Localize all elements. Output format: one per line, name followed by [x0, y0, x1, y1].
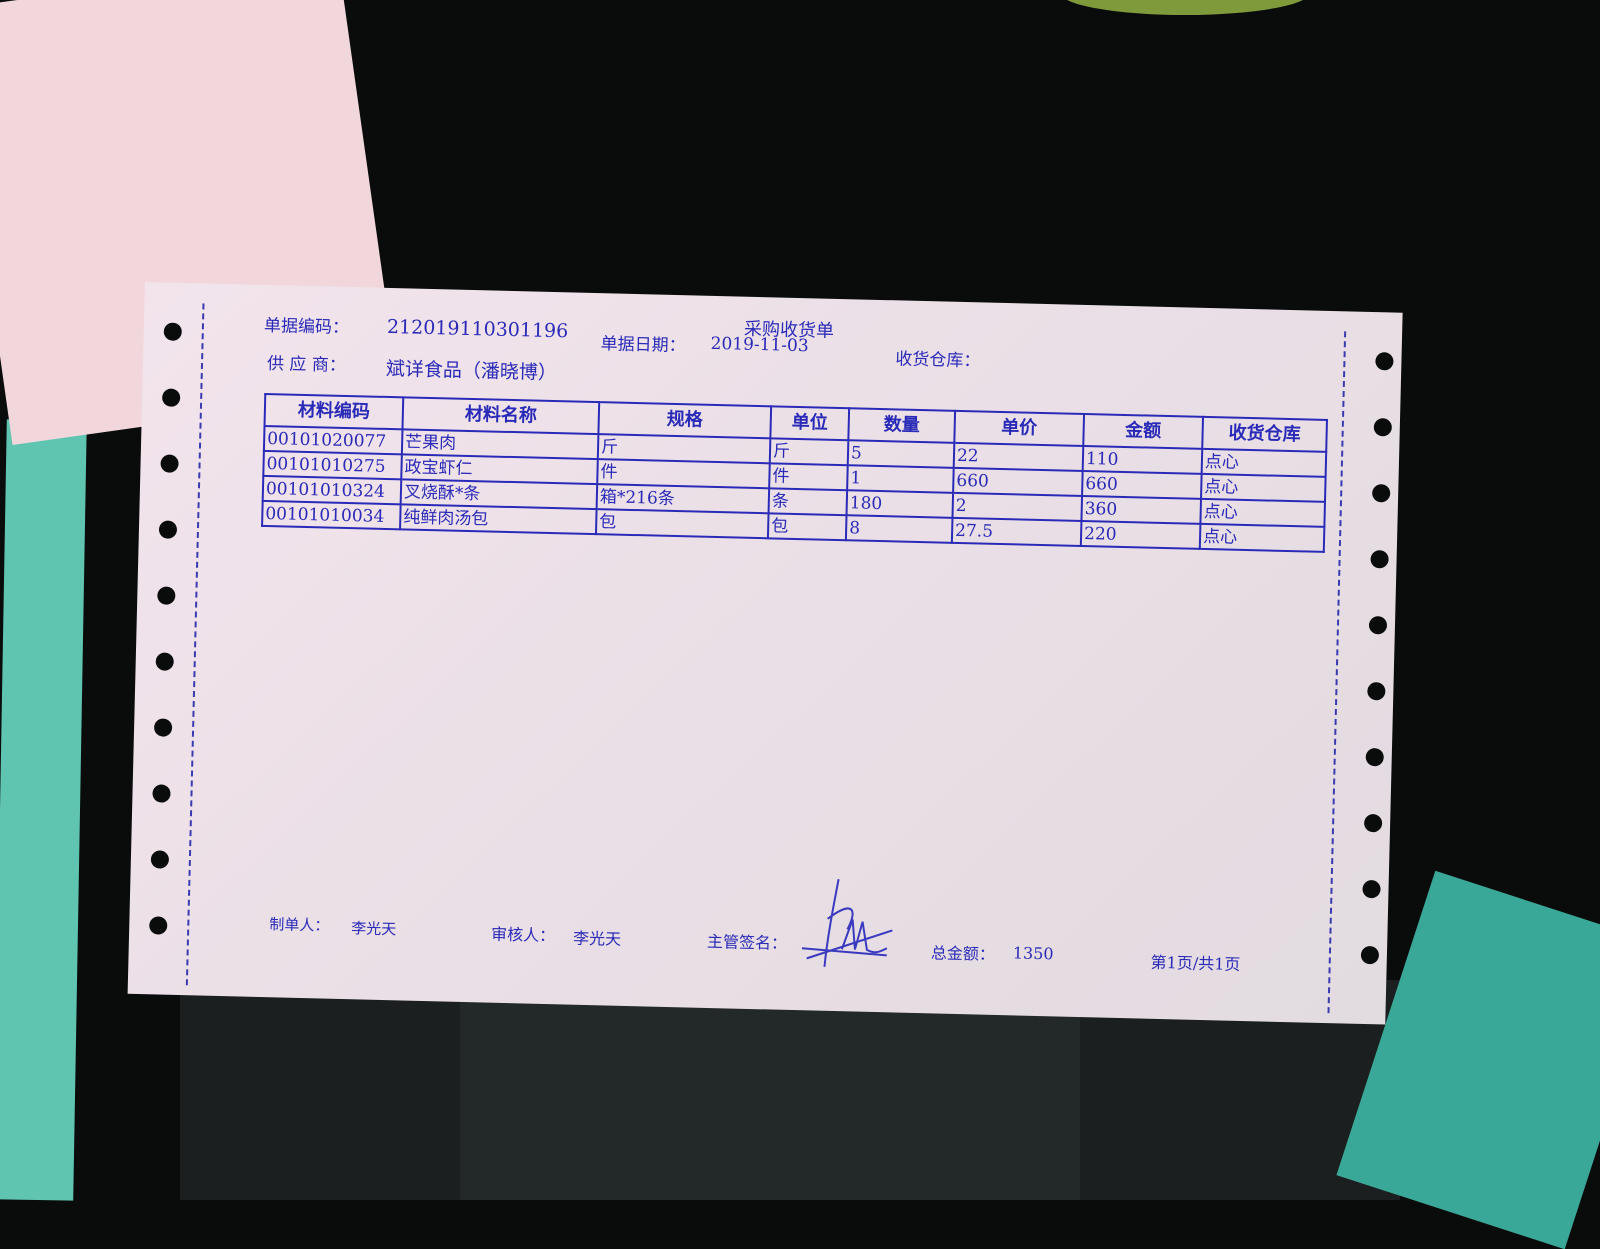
bill-no-label: 单据编码： [263, 315, 350, 338]
cell-code: 00101010324 [262, 475, 402, 505]
cell-unit: 件 [769, 463, 848, 491]
cell-amount: 360 [1081, 495, 1202, 524]
reviewer-label: 审核人： [490, 924, 556, 946]
sprocket-hole [1362, 879, 1381, 899]
cell-spec: 包 [595, 509, 769, 539]
sprocket-hole [1365, 747, 1384, 767]
handwritten-signature [801, 878, 893, 967]
cell-amount: 220 [1080, 520, 1201, 549]
cell-qty: 5 [847, 440, 955, 468]
cell-amount: 110 [1082, 445, 1203, 474]
sprocket-hole [1375, 352, 1394, 371]
header-amount: 金额 [1083, 413, 1204, 449]
sprocket-hole [1370, 550, 1389, 569]
cell-code: 00101020077 [263, 425, 403, 455]
header-qty: 数量 [848, 408, 956, 443]
cell-amount: 660 [1082, 470, 1202, 499]
teal-book [0, 419, 87, 1201]
reviewer: 李光天 [572, 928, 622, 949]
cell-warehouse: 点心 [1199, 523, 1325, 552]
maker: 李光天 [351, 919, 397, 939]
right-perforation [1327, 331, 1347, 1014]
bill-no: 212019110301196 [386, 315, 569, 343]
cell-qty: 1 [847, 465, 954, 493]
header-code: 材料编码 [264, 393, 404, 430]
warehouse-label: 收货仓库： [895, 349, 981, 372]
total-label: 总金额： [930, 943, 996, 964]
receipt-paper: 采购收货单 单据编码： 212019110301196 单据日期： 2019-1… [127, 282, 1403, 1025]
green-object [1060, 0, 1310, 15]
sprocket-hole [1363, 813, 1383, 833]
cell-warehouse: 点心 [1201, 473, 1326, 502]
left-perforation [185, 303, 205, 986]
sprocket-hole [152, 784, 171, 803]
sprocket-hole [1367, 681, 1386, 701]
supplier-label: 供 应 商： [266, 354, 347, 376]
sprocket-hole [163, 322, 183, 341]
header-warehouse: 收货仓库 [1202, 416, 1327, 452]
header-price: 单价 [954, 410, 1085, 446]
cell-price: 27.5 [951, 517, 1082, 546]
sprocket-hole [1368, 616, 1388, 635]
sprocket-hole [160, 454, 179, 473]
sprocket-hole [157, 586, 176, 605]
cell-warehouse: 点心 [1200, 498, 1325, 527]
cell-qty: 180 [846, 490, 954, 518]
sprocket-hole [1371, 484, 1391, 503]
date: 2019-11-03 [710, 333, 809, 357]
maker-label: 制单人： [269, 915, 330, 935]
cell-qty: 8 [845, 515, 953, 543]
cell-code: 00101010034 [262, 500, 401, 530]
sprocket-hole [150, 850, 170, 869]
cell-unit: 条 [768, 488, 848, 516]
supplier: 斌详食品（潘晓博） [385, 357, 558, 385]
dark-tray-inner [460, 1000, 1080, 1200]
cell-price: 660 [953, 467, 1083, 496]
sprocket-hole [1373, 418, 1393, 437]
cell-name: 纯鲜肉汤包 [400, 504, 597, 535]
page-number: 第1页/共1页 [1150, 952, 1241, 974]
total-amount: 1350 [1012, 943, 1054, 964]
cell-unit: 斤 [769, 438, 849, 466]
sprocket-hole [149, 916, 168, 935]
cell-price: 22 [953, 442, 1084, 471]
supervisor-label: 主管签名： [706, 931, 788, 953]
header-spec: 规格 [598, 402, 772, 439]
cell-unit: 包 [767, 513, 847, 541]
sprocket-hole [158, 520, 178, 539]
sprocket-hole [153, 718, 173, 737]
date-label: 单据日期： [600, 334, 686, 357]
items-table: 材料编码 材料名称 规格 单位 数量 单价 金额 收货仓库 0010102007… [261, 393, 1328, 553]
sprocket-hole [155, 652, 174, 671]
cell-price: 2 [952, 492, 1083, 521]
sprocket-hole [161, 388, 181, 407]
header-unit: 单位 [770, 406, 850, 441]
header-name: 材料名称 [402, 397, 600, 435]
sprocket-hole [1360, 945, 1380, 965]
cell-code: 00101010275 [263, 450, 402, 480]
cell-warehouse: 点心 [1201, 448, 1327, 477]
